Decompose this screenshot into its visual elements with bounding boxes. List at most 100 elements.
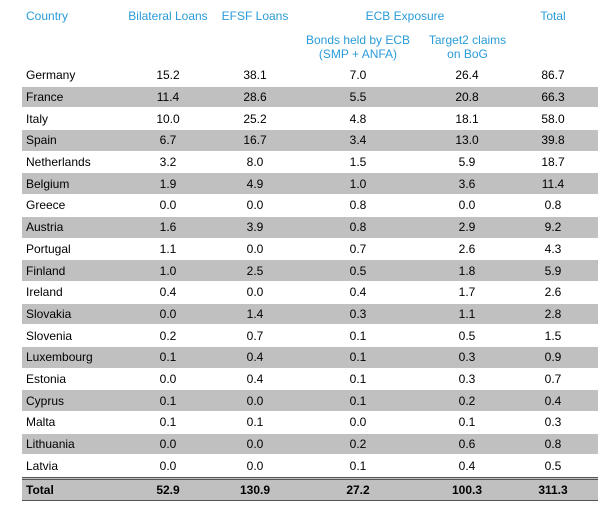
cell-total: 18.7 bbox=[541, 155, 565, 170]
cell-target2: 0.6 bbox=[458, 437, 476, 452]
cell-bonds: 0.1 bbox=[349, 328, 367, 343]
cell-bonds: 5.5 bbox=[349, 90, 367, 105]
cell-country: Ireland bbox=[26, 285, 63, 300]
cell-country: Estonia bbox=[26, 371, 67, 386]
cell-bilateral: 11.4 bbox=[156, 90, 180, 105]
cell-target2: 1.1 bbox=[458, 306, 476, 321]
cell-country: Slovenia bbox=[26, 328, 73, 343]
cell-bonds: 0.3 bbox=[349, 306, 367, 321]
cell-efsf: 0.0 bbox=[246, 198, 264, 213]
cell-target2: 20.8 bbox=[455, 90, 479, 105]
cell-bonds: 0.1 bbox=[349, 371, 367, 386]
cell-bonds: 0.1 bbox=[349, 393, 367, 408]
cell-total: 0.3 bbox=[544, 415, 562, 430]
header-target2: Target2 claims on BoG bbox=[420, 33, 515, 61]
header-target2-line1: Target2 claims bbox=[428, 33, 507, 47]
cell-total: 5.9 bbox=[544, 263, 562, 278]
cell-target2: 2.9 bbox=[458, 220, 476, 235]
cell-efsf: 25.2 bbox=[243, 111, 267, 126]
cell-country: Cyprus bbox=[26, 393, 65, 408]
cell-target2: 1.8 bbox=[458, 263, 476, 278]
table-row: Malta 0.1 0.1 0.0 0.1 0.3 bbox=[22, 412, 598, 434]
cell-bonds: 0.1 bbox=[349, 350, 367, 365]
cell-bilateral: 3.2 bbox=[159, 155, 177, 170]
cell-total: 0.9 bbox=[544, 350, 562, 365]
cell-country: Lithuania bbox=[26, 437, 75, 452]
table-row: Germany 15.2 38.1 7.0 26.4 86.7 bbox=[22, 65, 598, 87]
cell-bilateral: 0.1 bbox=[159, 393, 177, 408]
cell-efsf: 38.1 bbox=[243, 68, 267, 83]
cell-bonds: 0.1 bbox=[349, 458, 367, 473]
cell-total: 0.4 bbox=[544, 393, 562, 408]
table-row: Estonia 0.0 0.4 0.1 0.3 0.7 bbox=[22, 369, 598, 391]
header-bonds-line2: (SMP + ANFA) bbox=[318, 47, 398, 61]
table-row: Lithuania 0.0 0.0 0.2 0.6 0.8 bbox=[22, 433, 598, 456]
cell-bilateral: 0.0 bbox=[159, 371, 177, 386]
cell-country: Italy bbox=[26, 111, 49, 126]
header-bonds: Bonds held by ECB (SMP + ANFA) bbox=[298, 33, 418, 61]
cell-bilateral: 0.2 bbox=[159, 328, 177, 343]
table-row: Slovenia 0.2 0.7 0.1 0.5 1.5 bbox=[22, 325, 598, 347]
header-efsf-loans: EFSF Loans bbox=[221, 9, 289, 23]
cell-target2: 5.9 bbox=[458, 155, 476, 170]
cell-total: 4.3 bbox=[544, 241, 562, 256]
cell-efsf: 0.0 bbox=[246, 437, 264, 452]
cell-country: Portugal bbox=[26, 241, 71, 256]
cell-total: 58.0 bbox=[541, 111, 565, 126]
cell-efsf: 8.0 bbox=[246, 155, 264, 170]
cell-efsf: 28.6 bbox=[243, 90, 267, 105]
cell-target2: 0.1 bbox=[458, 415, 476, 430]
cell-bilateral: 10.0 bbox=[156, 111, 180, 126]
total-row: Total 52.9 130.9 27.2 100.3 311.3 bbox=[22, 477, 598, 502]
header-total: Total bbox=[540, 9, 566, 23]
cell-bilateral: 1.6 bbox=[159, 220, 177, 235]
cell-efsf: 2.5 bbox=[246, 263, 264, 278]
cell-bilateral: 0.0 bbox=[159, 458, 177, 473]
cell-efsf: 0.0 bbox=[246, 458, 264, 473]
cell-country: Malta bbox=[26, 415, 56, 430]
cell-country: Germany bbox=[26, 68, 76, 83]
cell-bonds: 0.2 bbox=[349, 437, 367, 452]
cell-efsf: 0.1 bbox=[246, 415, 264, 430]
cell-target2: 100.3 bbox=[451, 483, 483, 498]
cell-target2: 0.5 bbox=[458, 328, 476, 343]
cell-bonds: 0.0 bbox=[349, 415, 367, 430]
cell-bilateral: 52.9 bbox=[156, 483, 180, 498]
table-row: Netherlands 3.2 8.0 1.5 5.9 18.7 bbox=[22, 152, 598, 174]
header-country: Country bbox=[26, 9, 69, 23]
cell-country: Luxembourg bbox=[26, 350, 93, 365]
cell-efsf: 0.0 bbox=[246, 393, 264, 408]
cell-efsf: 0.0 bbox=[246, 241, 264, 256]
cell-target2: 0.2 bbox=[458, 393, 476, 408]
cell-country: Finland bbox=[26, 263, 66, 278]
table-row: Cyprus 0.1 0.0 0.1 0.2 0.4 bbox=[22, 390, 598, 412]
cell-bilateral: 0.1 bbox=[159, 415, 177, 430]
cell-country: France bbox=[26, 90, 64, 105]
table-row: Luxembourg 0.1 0.4 0.1 0.3 0.9 bbox=[22, 346, 598, 369]
table-row: Ireland 0.4 0.0 0.4 1.7 2.6 bbox=[22, 282, 598, 304]
cell-efsf: 130.9 bbox=[239, 483, 271, 498]
cell-total: 66.3 bbox=[541, 90, 565, 105]
cell-total: 86.7 bbox=[541, 68, 565, 83]
cell-efsf: 4.9 bbox=[246, 176, 264, 191]
cell-bonds: 0.5 bbox=[349, 263, 367, 278]
cell-bonds: 27.2 bbox=[346, 483, 370, 498]
cell-total: 0.8 bbox=[544, 198, 562, 213]
table-row: France 11.4 28.6 5.5 20.8 66.3 bbox=[22, 86, 598, 109]
cell-bilateral: 0.1 bbox=[159, 350, 177, 365]
cell-bonds: 3.4 bbox=[349, 133, 367, 148]
cell-bilateral: 1.9 bbox=[159, 176, 177, 191]
cell-bilateral: 6.7 bbox=[159, 133, 177, 148]
cell-bilateral: 1.1 bbox=[159, 241, 177, 256]
cell-bonds: 0.8 bbox=[349, 198, 367, 213]
cell-bonds: 7.0 bbox=[349, 68, 367, 83]
cell-total: 11.4 bbox=[541, 176, 565, 191]
table-row: Finland 1.0 2.5 0.5 1.8 5.9 bbox=[22, 260, 598, 282]
cell-target2: 26.4 bbox=[455, 68, 479, 83]
cell-country: Belgium bbox=[26, 176, 70, 191]
cell-bilateral: 0.0 bbox=[159, 198, 177, 213]
cell-total: 0.8 bbox=[544, 437, 562, 452]
table-row: Belgium 1.9 4.9 1.0 3.6 11.4 bbox=[22, 173, 598, 196]
cell-total: 39.8 bbox=[541, 133, 565, 148]
cell-country: Austria bbox=[26, 220, 64, 235]
